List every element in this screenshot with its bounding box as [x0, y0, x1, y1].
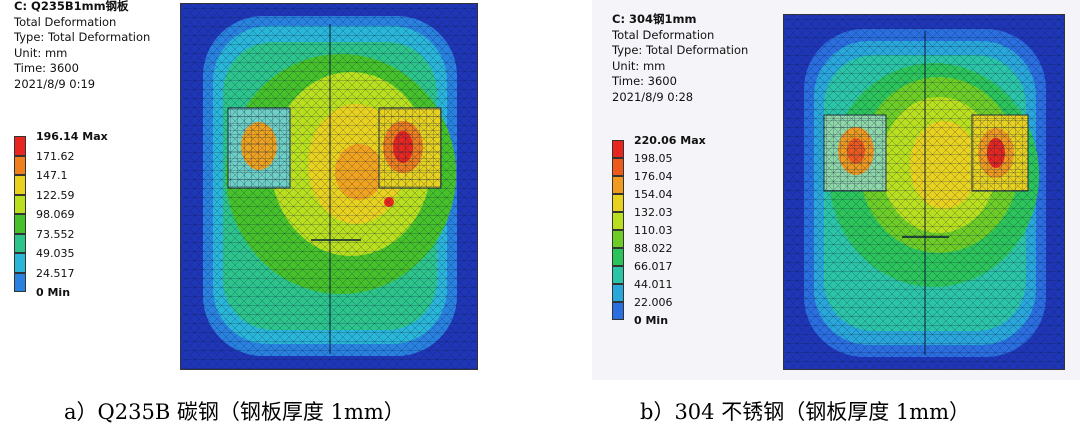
legend-label: 147.1	[36, 169, 68, 182]
legend-swatch	[612, 230, 624, 248]
legend-swatch	[612, 212, 624, 230]
legend-swatch	[612, 302, 624, 320]
contour-plot[interactable]	[783, 14, 1065, 370]
figure-caption-b: b）304 不锈钢（钢板厚度 1mm）	[640, 400, 971, 424]
result-date: 2021/8/9 0:28	[612, 89, 694, 104]
legend-label: 110.03	[634, 224, 673, 237]
contour-plot[interactable]	[180, 3, 478, 370]
legend-swatch	[14, 194, 26, 214]
result-label: Total Deformation	[612, 27, 715, 42]
legend-label: 220.06 Max	[634, 134, 706, 147]
legend-swatch	[14, 175, 26, 195]
legend-label: 154.04	[634, 188, 673, 201]
legend-label: 98.069	[36, 208, 75, 221]
result-panel-a: C: Q235B1mm钢板 Total Deformation Type: To…	[0, 0, 523, 380]
result-title: C: Q235B1mm钢板	[14, 0, 129, 13]
legend-swatch	[612, 176, 624, 194]
result-label: Total Deformation	[14, 14, 117, 29]
legend-swatch	[14, 233, 26, 253]
legend-label: 196.14 Max	[36, 130, 108, 143]
result-date: 2021/8/9 0:19	[14, 76, 96, 91]
legend-label: 0 Min	[634, 314, 669, 327]
legend-swatch	[612, 248, 624, 266]
legend-label: 88.022	[634, 242, 673, 255]
legend-label: 73.552	[36, 227, 75, 241]
result-info-block: C: Q235B1mm钢板 Total Deformation Type: To…	[14, 0, 150, 92]
legend-swatch	[612, 194, 624, 212]
result-title: C: 304钢1mm	[612, 12, 697, 26]
legend-swatch	[14, 155, 26, 175]
legend-label: 66.017	[634, 260, 673, 273]
legend-label: 0 Min	[36, 286, 71, 299]
legend-swatch	[14, 272, 26, 292]
legend-swatch	[612, 266, 624, 284]
result-type: Type: Total Deformation	[612, 43, 749, 57]
legend-label: 44.011	[634, 278, 673, 291]
result-panel-b: C: 304钢1mm Total Deformation Type: Total…	[592, 0, 1080, 380]
legend-swatch	[14, 214, 26, 234]
result-time: Time: 3600	[612, 74, 677, 88]
legend-label: 122.59	[36, 188, 75, 202]
legend-swatch	[14, 253, 26, 273]
result-info-block: C: 304钢1mm Total Deformation Type: Total…	[612, 12, 748, 105]
legend-label: 176.04	[634, 170, 673, 183]
legend-label: 49.035	[36, 247, 75, 260]
figure-caption-a: a）Q235B 碳钢（钢板厚度 1mm）	[64, 400, 405, 424]
legend-swatch	[612, 158, 624, 176]
legend-label: 171.62	[36, 149, 75, 163]
legend-label: 24.517	[36, 266, 75, 280]
result-time: Time: 3600	[14, 61, 79, 75]
legend-swatch	[14, 136, 26, 156]
legend-swatch	[612, 284, 624, 302]
legend-swatch	[612, 140, 624, 158]
result-unit: Unit: mm	[612, 58, 666, 73]
result-type: Type: Total Deformation	[14, 30, 151, 44]
legend-label: 198.05	[634, 152, 673, 165]
legend-label: 22.006	[634, 296, 673, 309]
result-unit: Unit: mm	[14, 45, 68, 60]
legend-label: 132.03	[634, 206, 673, 219]
